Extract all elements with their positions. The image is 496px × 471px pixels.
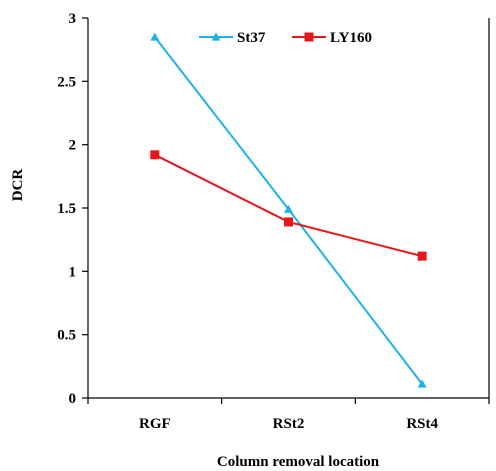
data-point-ly160: [284, 217, 293, 227]
y-tick-label: 1.5: [57, 201, 76, 217]
data-point-st37: [417, 379, 427, 388]
y-tick-label: 0: [69, 391, 77, 407]
y-axis-ticks: 0 0.5 1 1.5 2 2.5 3: [57, 11, 88, 407]
series-layer: [150, 32, 427, 388]
legend-label-st37: St37: [237, 30, 266, 46]
y-tick-label: 3: [69, 11, 77, 27]
y-tick-label: 1: [69, 264, 77, 280]
x-tick-label: RGF: [139, 416, 171, 432]
y-tick-label: 2.5: [57, 74, 76, 90]
x-tick-label: RSt4: [406, 416, 438, 432]
legend-item-ly160: LY160: [292, 30, 372, 46]
y-axis-title: DCR: [10, 169, 26, 202]
legend-label-ly160: LY160: [330, 30, 372, 46]
legend: St37 LY160: [199, 30, 372, 46]
x-tick-label: RSt2: [273, 416, 305, 432]
legend-marker-st37: [211, 32, 221, 41]
data-point-st37: [150, 32, 160, 41]
x-axis-title: Column removal location: [217, 454, 380, 470]
y-tick-label: 2: [69, 138, 77, 154]
legend-item-st37: St37: [199, 30, 266, 46]
series-st37: [150, 32, 427, 388]
x-axis-ticks: RGF RSt2 RSt4: [87, 398, 490, 432]
series-ly160: [150, 150, 427, 261]
legend-marker-ly160: [304, 32, 314, 42]
data-point-st37: [284, 204, 293, 213]
data-point-ly160: [150, 150, 160, 160]
y-tick-label: 0.5: [57, 328, 76, 344]
data-point-ly160: [417, 251, 427, 261]
